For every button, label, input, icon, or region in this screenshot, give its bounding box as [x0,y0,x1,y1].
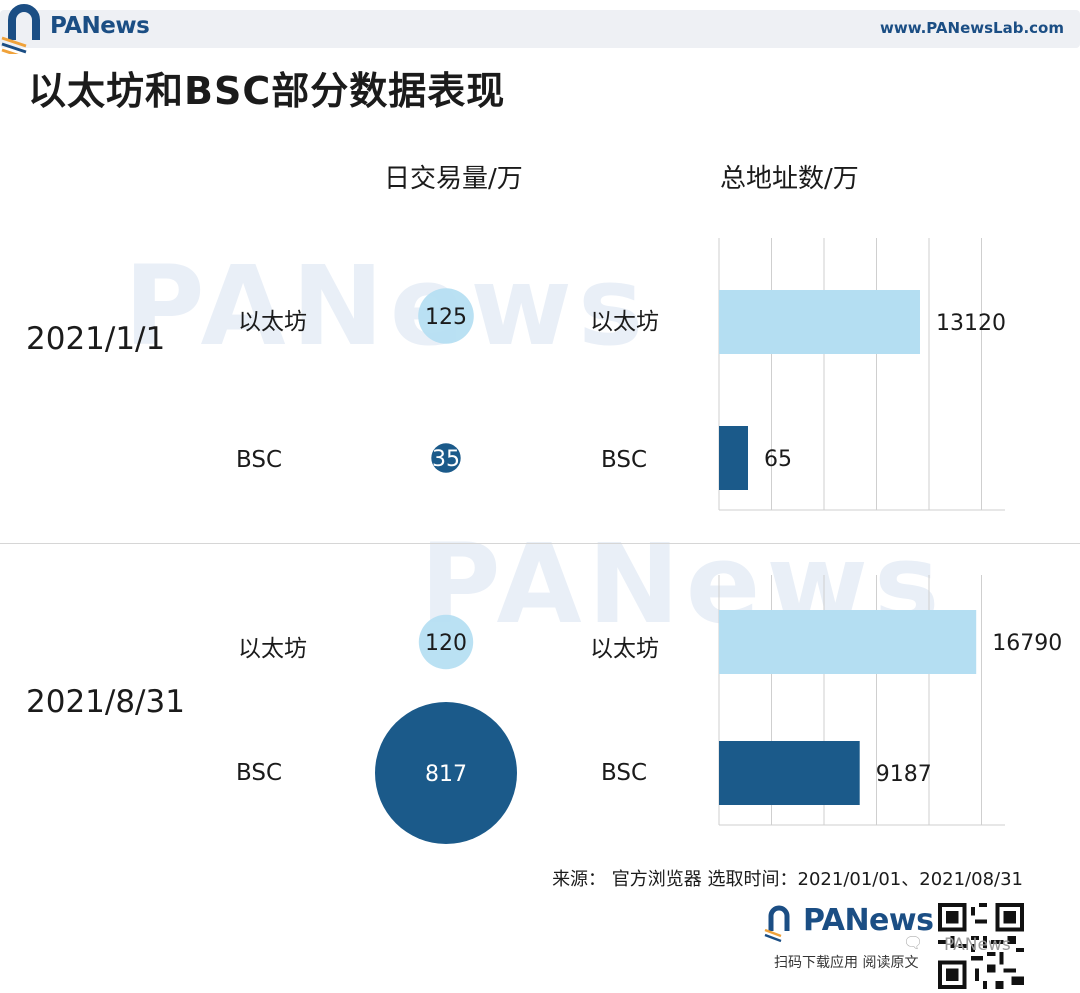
bubble-value-label: 125 [425,305,467,330]
bar-value-label: 9187 [876,762,932,787]
wechat-icon: 🗨 [903,933,924,952]
bubble-value-label: 35 [432,447,460,472]
site-url[interactable]: www.PANewsLab.com [880,19,1064,37]
period-label: 2021/1/1 [26,321,166,357]
bar-eth [719,610,977,674]
source-note: 来源： 官方浏览器 选取时间：2021/01/01、2021/08/31 [552,869,1023,890]
page-title: 以太坊和BSC部分数据表现 [28,69,506,113]
bar-value-label: 13120 [936,311,1006,336]
address-column-title: 总地址数/万 [720,164,859,194]
row-label-eth: 以太坊 [238,309,307,335]
row-label-bsc: BSC [236,760,283,786]
period-label: 2021/8/31 [26,684,185,720]
row-label-eth: 以太坊 [590,636,659,662]
row-label-eth: 以太坊 [238,636,307,662]
bar-eth [719,290,920,354]
panews-logo-icon [764,905,790,943]
bubble-eth [418,614,474,670]
section-divider [0,543,1080,544]
row-label-bsc: BSC [601,760,648,786]
footer-caption: 扫码下载应用 阅读原文 [774,955,919,971]
bubble-bsc [431,443,461,473]
bubble-bsc [375,702,517,844]
bar-bsc [719,741,860,805]
qr-code-icon[interactable] [938,903,1024,989]
bubble-value-label: 817 [425,762,467,787]
header-bar [0,10,1080,48]
row-label-eth: 以太坊 [590,309,659,335]
wechat-handle: PANews [944,935,1011,955]
footer-brand: PANews [803,903,934,938]
row-label-bsc: BSC [601,447,648,473]
bar-bsc [719,426,748,490]
bar-value-label: 16790 [992,631,1062,656]
panews-logo-icon [1,4,40,54]
bubble-eth [418,288,474,344]
volume-column-title: 日交易量/万 [384,164,523,194]
bubble-value-label: 120 [425,631,467,656]
brand-name: PANews [50,13,150,39]
bar-value-label: 65 [764,447,792,472]
row-label-bsc: BSC [236,447,283,473]
